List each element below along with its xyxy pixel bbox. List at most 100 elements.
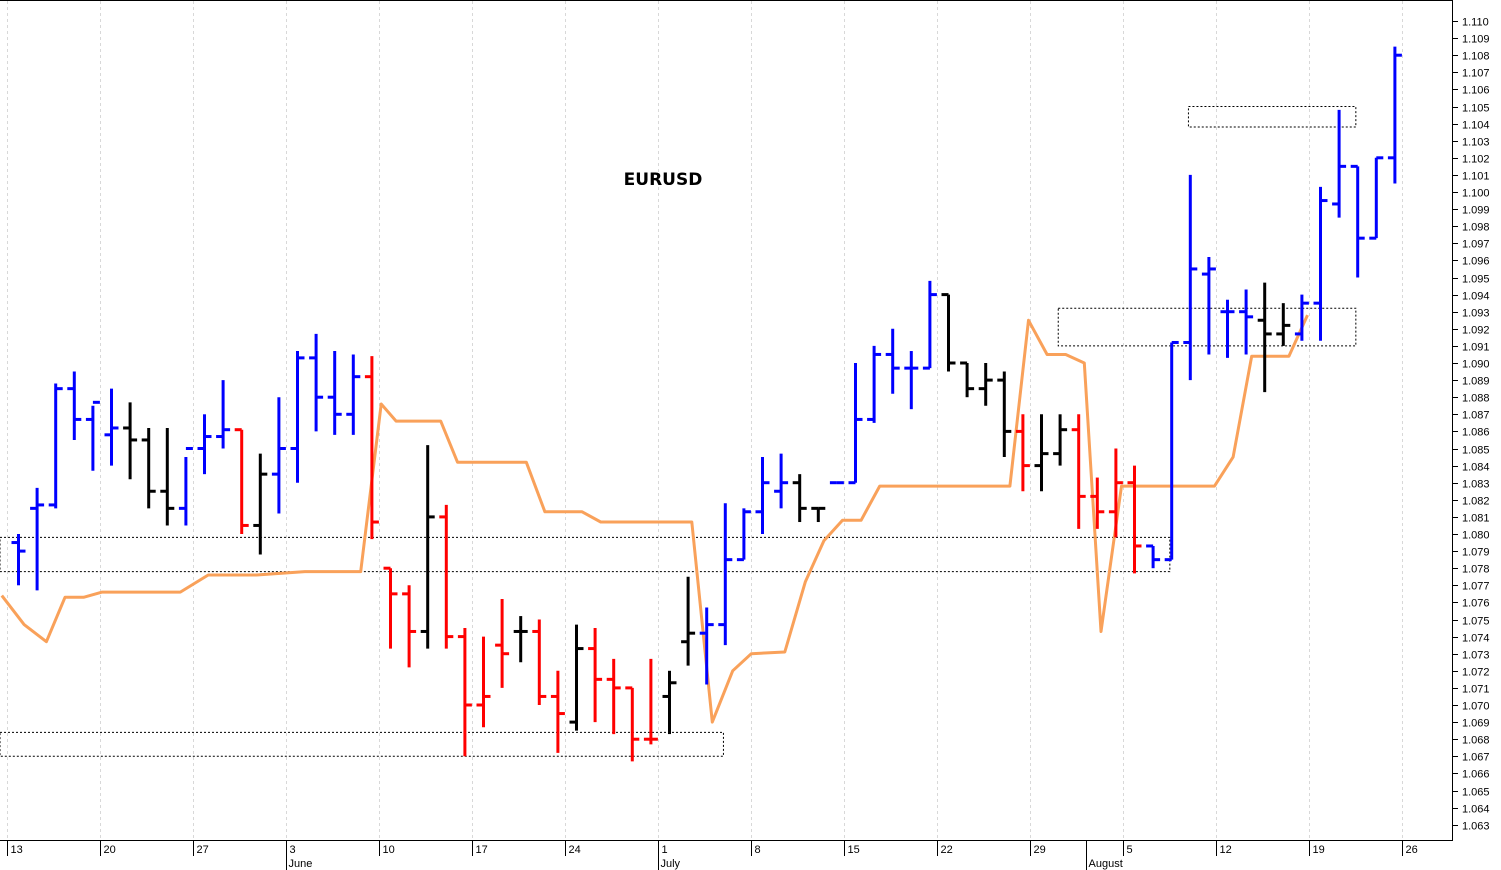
y-tick-label: 1.079	[1462, 547, 1490, 559]
y-tick-label: 1.065	[1462, 787, 1490, 799]
y-tick-label: 1.107	[1462, 68, 1490, 80]
y-tick-label: 1.084	[1462, 462, 1490, 474]
y-tick-label: 1.089	[1462, 376, 1490, 388]
ohlc-bar	[532, 619, 547, 705]
ohlc-bar	[271, 397, 286, 514]
ohlc-bar	[309, 333, 324, 432]
x-tick-label: 5	[1127, 844, 1133, 856]
y-tick-label: 1.075	[1462, 616, 1490, 628]
ohlc-bar	[588, 628, 603, 723]
y-tick-label: 1.068	[1462, 735, 1490, 747]
ohlc-bar	[48, 383, 63, 509]
y-tick-label: 1.077	[1462, 581, 1490, 593]
y-tick-label: 1.064	[1462, 804, 1490, 816]
y-tick-label: 1.087	[1462, 410, 1490, 422]
ohlc-bar	[104, 388, 119, 466]
zone-box	[0, 731, 724, 757]
ohlc-bar	[848, 363, 863, 485]
y-tick-label: 1.102	[1462, 154, 1490, 166]
ohlc-bar	[457, 628, 472, 757]
y-tick-label: 1.074	[1462, 633, 1490, 645]
ohlc-bar	[476, 636, 491, 728]
ohlc-bar	[346, 354, 361, 435]
ohlc-bar	[978, 363, 993, 406]
ohlc-bar	[1276, 303, 1291, 346]
moving-average-line	[0, 314, 1309, 724]
ohlc-bar	[1146, 544, 1161, 569]
x-tick-label: 27	[197, 844, 209, 856]
ohlc-bar	[420, 445, 435, 649]
ohlc-bar	[755, 457, 770, 534]
ohlc-bar	[495, 598, 510, 688]
x-tick-label: 13	[11, 844, 23, 856]
y-tick-label: 1.067	[1462, 752, 1490, 764]
ohlc-bar	[197, 414, 212, 475]
zone-box	[1187, 106, 1357, 128]
ohlc-bar	[364, 356, 379, 540]
y-tick-label: 1.091	[1462, 342, 1490, 354]
x-tick-label: 3	[290, 844, 296, 856]
ohlc-bar	[904, 351, 919, 410]
ohlc-bar	[1257, 282, 1272, 393]
x-tick-label: 17	[476, 844, 488, 856]
ohlc-bar	[885, 328, 900, 394]
ohlc-bar	[662, 670, 677, 735]
x-tick-label: 19	[1313, 844, 1325, 856]
ohlc-bar	[513, 616, 528, 663]
ohlc-bar	[1071, 414, 1086, 529]
ohlc-bar	[85, 400, 100, 471]
ohlc-bar	[960, 361, 975, 398]
series-line	[0, 314, 1309, 724]
ohlc-bar	[867, 345, 882, 423]
ohlc-bar	[1369, 156, 1384, 240]
ohlc-bar	[11, 534, 26, 586]
ohlc-bar	[643, 658, 658, 745]
support-resistance-boxes	[0, 106, 1357, 757]
y-tick-label: 1.104	[1462, 120, 1490, 132]
ohlc-bar	[1201, 256, 1216, 355]
y-tick-label: 1.083	[1462, 479, 1490, 491]
y-tick-label: 1.103	[1462, 137, 1490, 149]
y-axis: 1.063 1.064 1.065 1.066 1.067 1.068 1.069 1.070…	[1452, 17, 1490, 833]
ohlc-bar	[1164, 340, 1179, 562]
y-tick-label: 1.066	[1462, 769, 1490, 781]
ohlc-bar	[811, 506, 826, 523]
y-tick-label: 1.101	[1462, 171, 1490, 183]
y-tick-label: 1.100	[1462, 188, 1490, 200]
chart-title: EURUSD	[624, 170, 703, 190]
ohlc-bar	[1332, 109, 1347, 218]
y-tick-label: 1.093	[1462, 308, 1490, 320]
ohlc-bar	[30, 487, 45, 591]
ohlc-bar	[997, 371, 1012, 458]
x-tick-label: 15	[848, 844, 860, 856]
ohlc-bar	[402, 585, 417, 668]
ohlc-bar	[1183, 174, 1198, 381]
ohlc-bar	[1090, 477, 1105, 529]
y-tick-label: 1.095	[1462, 274, 1490, 286]
y-tick-label: 1.092	[1462, 325, 1490, 337]
y-tick-label: 1.085	[1462, 445, 1490, 457]
ohlc-bar	[327, 351, 342, 435]
ohlc-bar	[234, 428, 249, 534]
x-tick-label: 1	[662, 844, 668, 856]
y-tick-label: 1.071	[1462, 684, 1490, 696]
x-tick-label: 29	[1034, 844, 1046, 856]
ohlc-bar	[160, 427, 175, 526]
ohlc-bar	[253, 453, 268, 555]
ohlc-bar	[1387, 46, 1402, 184]
y-tick-label: 1.097	[1462, 239, 1490, 251]
x-tick-label: 8	[755, 844, 761, 856]
y-tick-label: 1.099	[1462, 205, 1490, 217]
y-tick-label: 1.082	[1462, 496, 1490, 508]
grid-lines	[7, 1, 1403, 840]
y-tick-label: 1.070	[1462, 701, 1490, 713]
ohlc-bar	[922, 280, 937, 370]
y-tick-label: 1.108	[1462, 51, 1490, 63]
ohlc-bar	[1220, 299, 1235, 358]
ohlc-bar	[1053, 414, 1068, 466]
plot-frame	[0, 0, 1453, 841]
y-tick-label: 1.094	[1462, 291, 1490, 303]
y-tick-label: 1.081	[1462, 513, 1490, 525]
ohlc-bar	[1034, 414, 1049, 492]
